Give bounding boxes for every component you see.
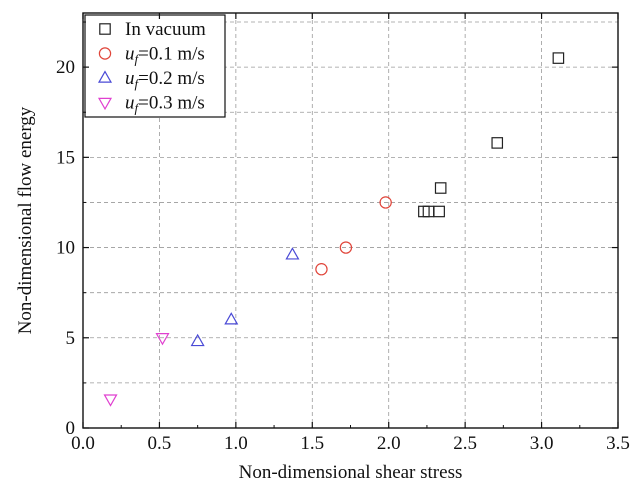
legend-marker-square: [99, 23, 111, 35]
legend-marker-circle: [98, 47, 112, 60]
legend: In vacuum uf=0.1 m/suf=0.2 m/suf=0.3 m/s: [84, 14, 226, 118]
x-tick-label: 3.0: [530, 433, 554, 454]
x-tick-label: 1.0: [224, 433, 248, 454]
y-tick-label: 0: [66, 418, 76, 439]
data-point-triangle-up: [285, 247, 300, 260]
data-point-circle: [339, 241, 353, 254]
legend-label: In vacuum: [125, 19, 206, 40]
legend-label: uf=0.3 m/s: [125, 93, 205, 116]
y-tick-label: 20: [56, 57, 75, 78]
legend-label: uf=0.1 m/s: [125, 44, 205, 67]
data-point-circle: [315, 263, 328, 276]
data-point-square: [422, 205, 435, 218]
y-axis-title: Non-dimensional flow energy: [15, 106, 36, 334]
x-tick-label: 3.5: [606, 433, 630, 454]
data-point-triangle-up: [224, 312, 239, 325]
x-tick-label: 2.0: [377, 433, 401, 454]
x-tick-label: 0.0: [71, 433, 95, 454]
data-point-square: [434, 182, 447, 194]
axes: 0.0 0.5 1.0 1.5 2.0 2.5 3.0 3.5 0 5 10 15 20: [56, 12, 630, 454]
x-tick-label: 2.5: [453, 433, 477, 454]
data-point-square: [491, 137, 504, 149]
data-point-circle: [379, 196, 392, 209]
legend-marker-triangle-down: [97, 97, 113, 111]
data-points: [103, 52, 565, 407]
x-tick-label: 0.5: [148, 433, 172, 454]
x-axis-title: Non-dimensional shear stress: [239, 462, 463, 483]
y-tick-label: 5: [66, 328, 76, 349]
data-point-triangle-down: [103, 394, 118, 407]
legend-marker-triangle-up: [97, 70, 113, 83]
x-tick-label: 1.5: [300, 433, 324, 454]
data-point-triangle-down: [155, 333, 170, 346]
y-tick-label: 15: [56, 147, 75, 168]
data-point-square: [418, 205, 430, 218]
y-tick-label: 10: [56, 238, 75, 259]
legend-label: uf=0.2 m/s: [125, 68, 205, 91]
data-point-square: [552, 52, 565, 64]
legend-box: [84, 14, 226, 118]
data-point-triangle-up: [190, 333, 205, 347]
grid-lines: [83, 13, 618, 428]
data-point-square: [433, 205, 445, 218]
